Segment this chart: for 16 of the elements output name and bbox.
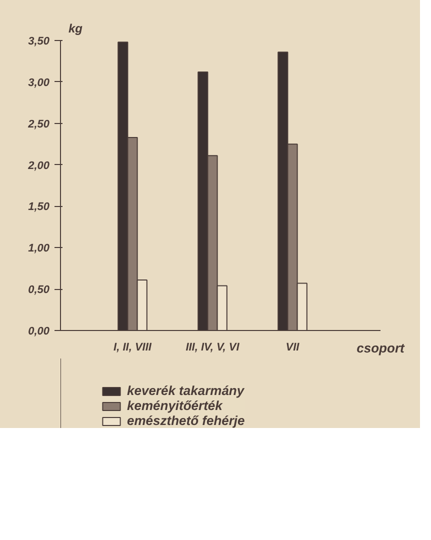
y-tick-label: 3,00 xyxy=(28,76,50,89)
y-tick-label: 1,50 xyxy=(28,201,50,214)
y-tick-label: 3,50 xyxy=(28,36,50,48)
y-tick-label: 2,00 xyxy=(27,160,50,172)
legend-label: keményitőérték xyxy=(127,398,222,413)
x-tick-label: III, IV, V, VI xyxy=(186,342,240,354)
x-tick-label: VII xyxy=(286,342,300,354)
legend-label: emészthető fehérje xyxy=(127,413,245,428)
x-axis-title: csoport xyxy=(356,340,406,356)
y-tick-label: 0,00 xyxy=(28,326,50,338)
y-tick-label: 0,50 xyxy=(28,284,50,296)
legend-label: keverék takarmány xyxy=(127,383,244,398)
x-tick-label: I, II, VIII xyxy=(114,342,152,354)
y-axis-title: kg xyxy=(68,22,84,36)
y-tick-label: 2,50 xyxy=(27,118,50,130)
y-tick-label: 1,00 xyxy=(28,242,50,255)
